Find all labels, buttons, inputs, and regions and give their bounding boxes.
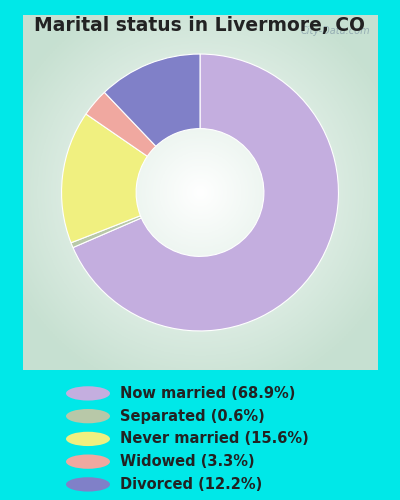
Circle shape [66,454,110,469]
Circle shape [66,409,110,424]
Wedge shape [104,54,200,146]
Text: Now married (68.9%): Now married (68.9%) [120,386,295,401]
Wedge shape [62,114,147,243]
Text: Widowed (3.3%): Widowed (3.3%) [120,454,255,469]
Circle shape [66,386,110,400]
Wedge shape [73,54,338,331]
Wedge shape [86,92,156,156]
Text: Separated (0.6%): Separated (0.6%) [120,408,265,424]
Text: Never married (15.6%): Never married (15.6%) [120,432,309,446]
Wedge shape [71,216,141,248]
Circle shape [66,432,110,446]
Text: City-Data.com: City-Data.com [301,26,370,36]
Text: Marital status in Livermore, CO: Marital status in Livermore, CO [34,16,366,35]
Circle shape [66,477,110,492]
Text: Divorced (12.2%): Divorced (12.2%) [120,477,262,492]
